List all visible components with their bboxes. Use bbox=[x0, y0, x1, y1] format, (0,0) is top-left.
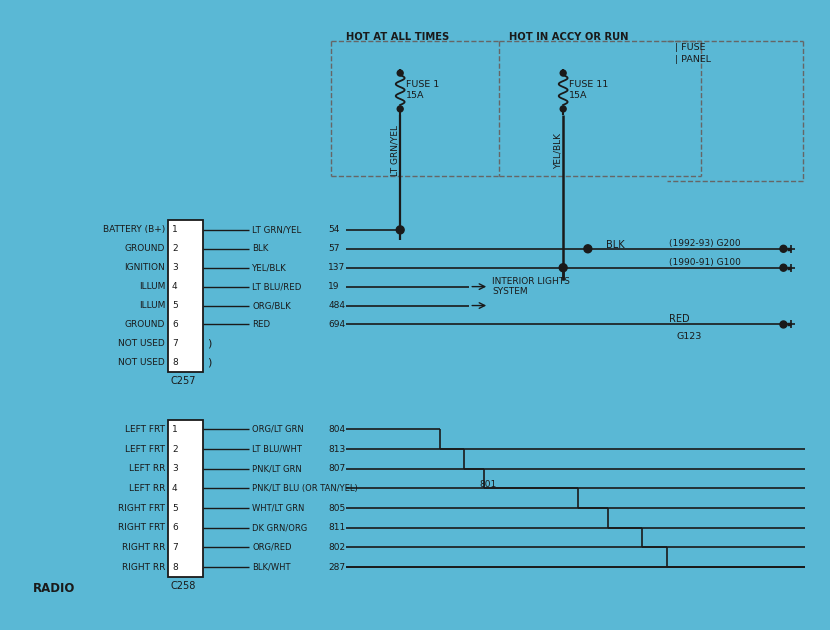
Text: 287: 287 bbox=[328, 563, 345, 571]
Text: NOT USED: NOT USED bbox=[119, 358, 165, 367]
Text: RIGHT RR: RIGHT RR bbox=[122, 563, 165, 571]
Text: ILLUM: ILLUM bbox=[139, 301, 165, 310]
Text: FUSE 1
15A: FUSE 1 15A bbox=[406, 80, 439, 100]
Text: 2: 2 bbox=[172, 244, 178, 253]
Text: YEL/BLK: YEL/BLK bbox=[554, 133, 563, 169]
Circle shape bbox=[780, 264, 787, 271]
Text: YEL/BLK: YEL/BLK bbox=[252, 263, 286, 272]
Text: PNK/LT BLU (OR TAN/YEL): PNK/LT BLU (OR TAN/YEL) bbox=[252, 484, 358, 493]
Text: (1990-91) G100: (1990-91) G100 bbox=[669, 258, 740, 267]
Text: 1: 1 bbox=[172, 425, 178, 434]
Text: LEFT RR: LEFT RR bbox=[129, 484, 165, 493]
Text: 8: 8 bbox=[172, 358, 178, 367]
Text: (1992-93) G200: (1992-93) G200 bbox=[669, 239, 740, 248]
Text: LT BLU/RED: LT BLU/RED bbox=[252, 282, 301, 291]
Text: 5: 5 bbox=[172, 301, 178, 310]
Circle shape bbox=[560, 106, 566, 112]
FancyBboxPatch shape bbox=[168, 220, 203, 372]
Text: GROUND: GROUND bbox=[124, 244, 165, 253]
Text: RED: RED bbox=[252, 320, 270, 329]
Text: RADIO: RADIO bbox=[32, 582, 75, 595]
Text: PNK/LT GRN: PNK/LT GRN bbox=[252, 464, 302, 473]
Text: RIGHT RR: RIGHT RR bbox=[122, 543, 165, 552]
Text: 54: 54 bbox=[328, 226, 339, 234]
Text: IGNITION: IGNITION bbox=[124, 263, 165, 272]
Text: 802: 802 bbox=[328, 543, 345, 552]
Text: FUSE 11
15A: FUSE 11 15A bbox=[569, 80, 608, 100]
Text: 57: 57 bbox=[328, 244, 339, 253]
Text: 5: 5 bbox=[172, 503, 178, 513]
Text: ORG/BLK: ORG/BLK bbox=[252, 301, 290, 310]
Text: 6: 6 bbox=[172, 523, 178, 532]
Text: HOT AT ALL TIMES: HOT AT ALL TIMES bbox=[346, 32, 449, 42]
Text: C257: C257 bbox=[170, 375, 196, 386]
Text: SYSTEM: SYSTEM bbox=[492, 287, 528, 296]
Text: ): ) bbox=[207, 338, 211, 348]
Text: BLK/WHT: BLK/WHT bbox=[252, 563, 290, 571]
Text: WHT/LT GRN: WHT/LT GRN bbox=[252, 503, 305, 513]
Text: 804: 804 bbox=[328, 425, 345, 434]
Text: 801: 801 bbox=[479, 480, 496, 489]
Text: 1: 1 bbox=[172, 226, 178, 234]
Text: NOT USED: NOT USED bbox=[119, 339, 165, 348]
Text: LEFT FRT: LEFT FRT bbox=[125, 425, 165, 434]
Circle shape bbox=[396, 226, 404, 234]
Circle shape bbox=[780, 245, 787, 252]
Text: 4: 4 bbox=[172, 484, 178, 493]
Text: LT GRN/YEL: LT GRN/YEL bbox=[391, 125, 400, 176]
Text: RIGHT FRT: RIGHT FRT bbox=[118, 523, 165, 532]
Text: DK GRN/ORG: DK GRN/ORG bbox=[252, 523, 307, 532]
Text: 3: 3 bbox=[172, 263, 178, 272]
Text: 807: 807 bbox=[328, 464, 345, 473]
Text: BLK: BLK bbox=[252, 244, 268, 253]
Text: 3: 3 bbox=[172, 464, 178, 473]
Circle shape bbox=[780, 321, 787, 328]
Text: 137: 137 bbox=[328, 263, 345, 272]
Text: 811: 811 bbox=[328, 523, 345, 532]
Text: 4: 4 bbox=[172, 282, 178, 291]
Text: 7: 7 bbox=[172, 339, 178, 348]
Text: G123: G123 bbox=[676, 332, 702, 341]
Text: ORG/RED: ORG/RED bbox=[252, 543, 291, 552]
Text: HOT IN ACCY OR RUN: HOT IN ACCY OR RUN bbox=[509, 32, 628, 42]
Text: 484: 484 bbox=[328, 301, 345, 310]
FancyBboxPatch shape bbox=[168, 420, 203, 577]
Text: C258: C258 bbox=[170, 581, 195, 591]
Text: BLK: BLK bbox=[606, 240, 624, 250]
Circle shape bbox=[398, 106, 403, 112]
Circle shape bbox=[560, 70, 566, 76]
Text: LT GRN/YEL: LT GRN/YEL bbox=[252, 226, 301, 234]
Text: 7: 7 bbox=[172, 543, 178, 552]
Text: ): ) bbox=[207, 357, 211, 367]
Text: 805: 805 bbox=[328, 503, 345, 513]
Text: INTERIOR LIGHTS: INTERIOR LIGHTS bbox=[492, 277, 570, 286]
Circle shape bbox=[584, 245, 592, 253]
Text: LT BLU/WHT: LT BLU/WHT bbox=[252, 445, 302, 454]
Text: BATTERY (B+): BATTERY (B+) bbox=[103, 226, 165, 234]
Text: 2: 2 bbox=[172, 445, 178, 454]
Circle shape bbox=[398, 70, 403, 76]
Text: LEFT RR: LEFT RR bbox=[129, 464, 165, 473]
Text: | PANEL: | PANEL bbox=[675, 55, 710, 64]
Text: ILLUM: ILLUM bbox=[139, 282, 165, 291]
Text: 6: 6 bbox=[172, 320, 178, 329]
Text: LEFT FRT: LEFT FRT bbox=[125, 445, 165, 454]
Text: ORG/LT GRN: ORG/LT GRN bbox=[252, 425, 304, 434]
Text: 694: 694 bbox=[328, 320, 345, 329]
Text: 8: 8 bbox=[172, 563, 178, 571]
Text: 813: 813 bbox=[328, 445, 345, 454]
Circle shape bbox=[559, 264, 567, 272]
Text: 19: 19 bbox=[328, 282, 339, 291]
Text: | FUSE: | FUSE bbox=[675, 43, 706, 52]
Text: RIGHT FRT: RIGHT FRT bbox=[118, 503, 165, 513]
Text: GROUND: GROUND bbox=[124, 320, 165, 329]
Text: RED: RED bbox=[669, 314, 690, 324]
